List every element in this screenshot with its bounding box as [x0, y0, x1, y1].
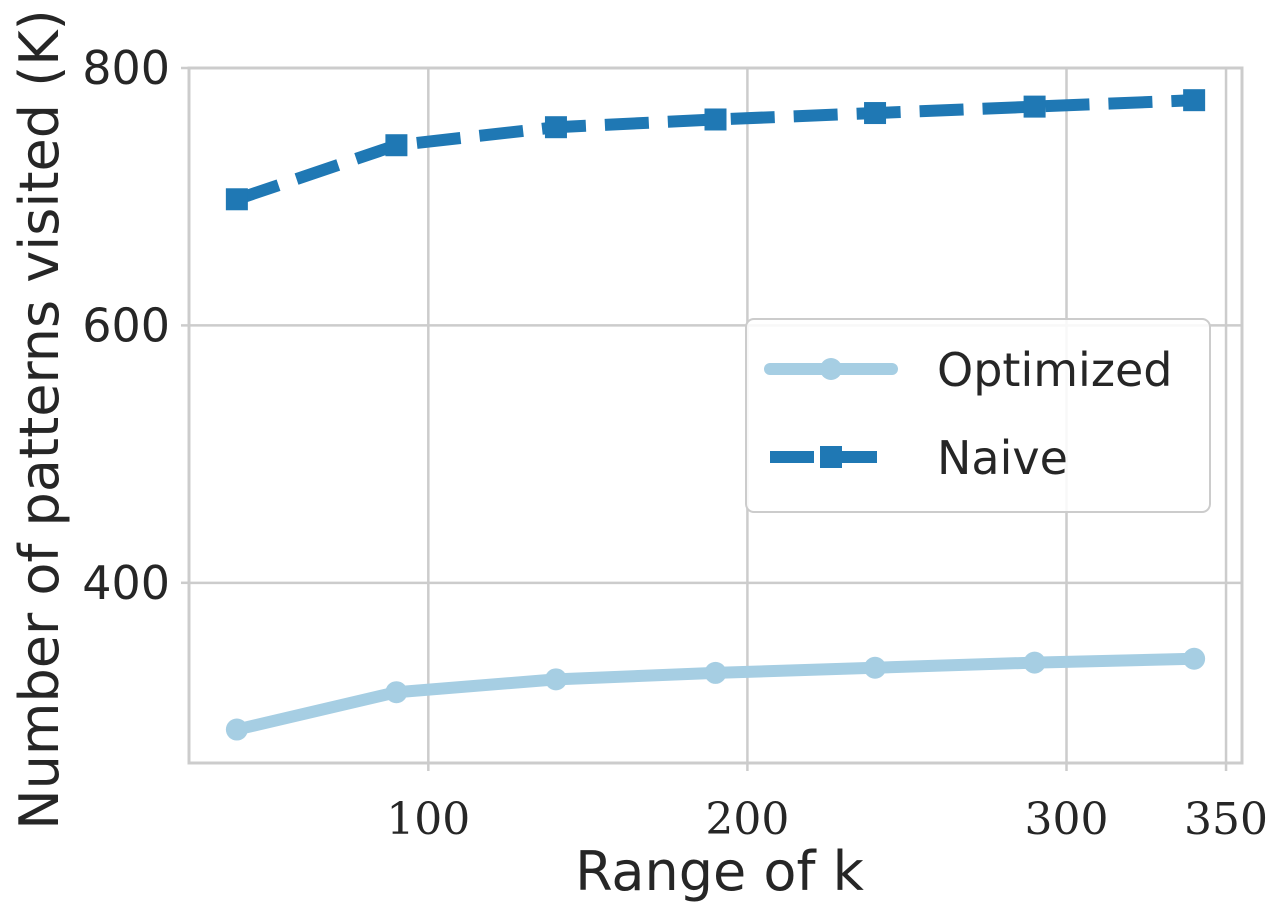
data-point-naive — [544, 116, 567, 139]
data-point-naive — [864, 102, 887, 125]
data-point-naive — [385, 134, 408, 157]
legend-marker-optimized — [820, 358, 842, 380]
data-point-optimized — [704, 661, 727, 684]
x-tick-label: 350 — [1184, 794, 1268, 845]
legend-label-optimized: Optimized — [937, 343, 1172, 397]
data-point-naive — [704, 108, 727, 131]
x-tick-label: 200 — [705, 794, 789, 845]
legend: Optimized Naive — [745, 318, 1211, 513]
data-point-optimized — [1023, 651, 1046, 674]
data-point-optimized — [385, 681, 408, 704]
legend-marker-naive — [820, 446, 842, 468]
y-axis-label: Number of patterns visited (K) — [8, 9, 71, 830]
series-layer — [225, 89, 1206, 741]
legend-label-naive: Naive — [937, 431, 1068, 485]
y-tick-label: 600 — [82, 298, 170, 352]
data-point-naive — [1023, 95, 1046, 118]
data-point-optimized — [1183, 647, 1206, 670]
data-point-optimized — [225, 718, 248, 741]
plot-frame — [187, 66, 1244, 765]
tick-labels: 100 200 300 350 400 600 800 — [82, 41, 1268, 845]
x-tick-label: 300 — [1025, 794, 1109, 845]
y-tick-label: 400 — [82, 556, 170, 610]
data-point-naive — [1183, 89, 1206, 112]
data-point-optimized — [544, 668, 567, 691]
y-tick-label: 800 — [82, 41, 170, 95]
x-tick-label: 100 — [386, 794, 470, 845]
data-point-optimized — [864, 656, 887, 679]
data-point-naive — [225, 188, 248, 211]
x-axis-label: Range of k — [575, 840, 865, 903]
